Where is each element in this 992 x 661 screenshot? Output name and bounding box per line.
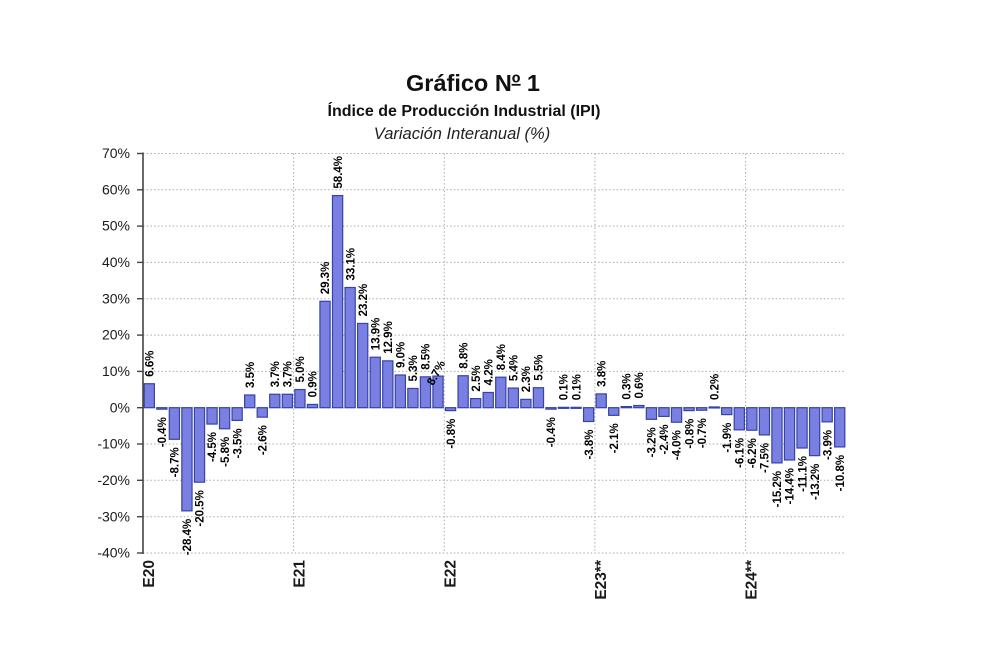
svg-text:3.7%: 3.7% — [270, 361, 282, 387]
svg-text:0.2%: 0.2% — [709, 374, 721, 400]
svg-text:10%: 10% — [102, 363, 130, 379]
svg-text:-14.4%: -14.4% — [785, 468, 797, 504]
svg-text:70%: 70% — [102, 145, 130, 161]
svg-text:3.5%: 3.5% — [245, 362, 257, 388]
svg-text:0.1%: 0.1% — [571, 374, 583, 400]
svg-text:23.2%: 23.2% — [358, 284, 370, 317]
svg-text:-2.1%: -2.1% — [609, 423, 621, 453]
svg-text:-28.4%: -28.4% — [182, 519, 194, 555]
svg-text:-5.8%: -5.8% — [220, 437, 232, 467]
svg-text:8.5%: 8.5% — [421, 344, 433, 370]
svg-text:-7.5%: -7.5% — [760, 443, 772, 473]
svg-text:20%: 20% — [102, 327, 130, 343]
svg-text:-4.5%: -4.5% — [207, 432, 219, 462]
svg-text:-1.9%: -1.9% — [722, 423, 734, 453]
svg-text:-11.1%: -11.1% — [797, 456, 809, 492]
svg-text:29.3%: 29.3% — [320, 262, 332, 295]
svg-text:5.0%: 5.0% — [295, 356, 307, 382]
svg-text:-3.9%: -3.9% — [822, 430, 834, 460]
svg-text:-8.7%: -8.7% — [170, 447, 182, 477]
svg-text:30%: 30% — [102, 290, 130, 306]
svg-text:-20.5%: -20.5% — [195, 490, 207, 526]
svg-text:5.4%: 5.4% — [509, 355, 521, 381]
svg-text:Variación Interanual (%): Variación Interanual (%) — [374, 125, 550, 143]
svg-text:-6.1%: -6.1% — [735, 438, 747, 468]
svg-text:12.9%: 12.9% — [383, 321, 395, 354]
svg-text:50%: 50% — [102, 218, 130, 234]
svg-text:60%: 60% — [102, 181, 130, 197]
svg-text:-2.6%: -2.6% — [258, 425, 270, 455]
svg-text:4.2%: 4.2% — [483, 359, 495, 385]
svg-text:-0.8%: -0.8% — [446, 419, 458, 449]
svg-text:9.0%: 9.0% — [396, 342, 408, 368]
svg-text:-3.5%: -3.5% — [232, 428, 244, 458]
svg-text:13.9%: 13.9% — [370, 318, 382, 351]
svg-text:-0.4%: -0.4% — [157, 417, 169, 447]
svg-text:-3.2%: -3.2% — [647, 427, 659, 457]
svg-text:E21: E21 — [292, 560, 309, 588]
svg-text:3.8%: 3.8% — [596, 361, 608, 387]
svg-text:E20: E20 — [141, 560, 158, 588]
svg-text:8.8%: 8.8% — [458, 342, 470, 368]
svg-text:-2.4%: -2.4% — [659, 424, 671, 454]
svg-text:8.4%: 8.4% — [496, 344, 508, 370]
svg-text:58.4%: 58.4% — [333, 156, 345, 189]
svg-text:5.5%: 5.5% — [534, 354, 546, 380]
svg-text:-6.2%: -6.2% — [747, 438, 759, 468]
svg-text:Índice de Producción Industria: Índice de Producción Industrial (IPI) — [328, 101, 601, 120]
svg-text:5.3%: 5.3% — [408, 355, 420, 381]
svg-text:0.9%: 0.9% — [308, 371, 320, 397]
svg-text:0.6%: 0.6% — [634, 372, 646, 398]
svg-text:0.3%: 0.3% — [622, 373, 634, 399]
svg-text:2.5%: 2.5% — [471, 365, 483, 391]
svg-text:Gráfico Nº 1: Gráfico Nº 1 — [406, 70, 540, 96]
svg-text:-3.8%: -3.8% — [584, 430, 596, 460]
svg-text:0%: 0% — [110, 399, 130, 415]
svg-text:-10.8%: -10.8% — [835, 455, 847, 491]
svg-text:2.3%: 2.3% — [521, 366, 533, 392]
svg-text:-20%: -20% — [97, 472, 130, 488]
svg-text:3.7%: 3.7% — [283, 361, 295, 387]
svg-text:-0.7%: -0.7% — [697, 418, 709, 448]
svg-text:E24**: E24** — [744, 559, 761, 600]
svg-text:40%: 40% — [102, 254, 130, 270]
svg-text:-40%: -40% — [97, 545, 130, 561]
svg-text:-30%: -30% — [97, 508, 130, 524]
svg-text:-13.2%: -13.2% — [810, 464, 822, 500]
svg-text:-10%: -10% — [97, 436, 130, 452]
svg-text:33.1%: 33.1% — [345, 248, 357, 281]
svg-text:-4.0%: -4.0% — [672, 430, 684, 460]
svg-text:E23**: E23** — [593, 559, 610, 600]
svg-text:E22: E22 — [442, 560, 459, 588]
svg-text:-0.8%: -0.8% — [684, 419, 696, 449]
svg-text:0.1%: 0.1% — [559, 374, 571, 400]
svg-text:-15.2%: -15.2% — [772, 471, 784, 507]
svg-text:-0.4%: -0.4% — [546, 417, 558, 447]
svg-text:6.6%: 6.6% — [145, 350, 157, 376]
